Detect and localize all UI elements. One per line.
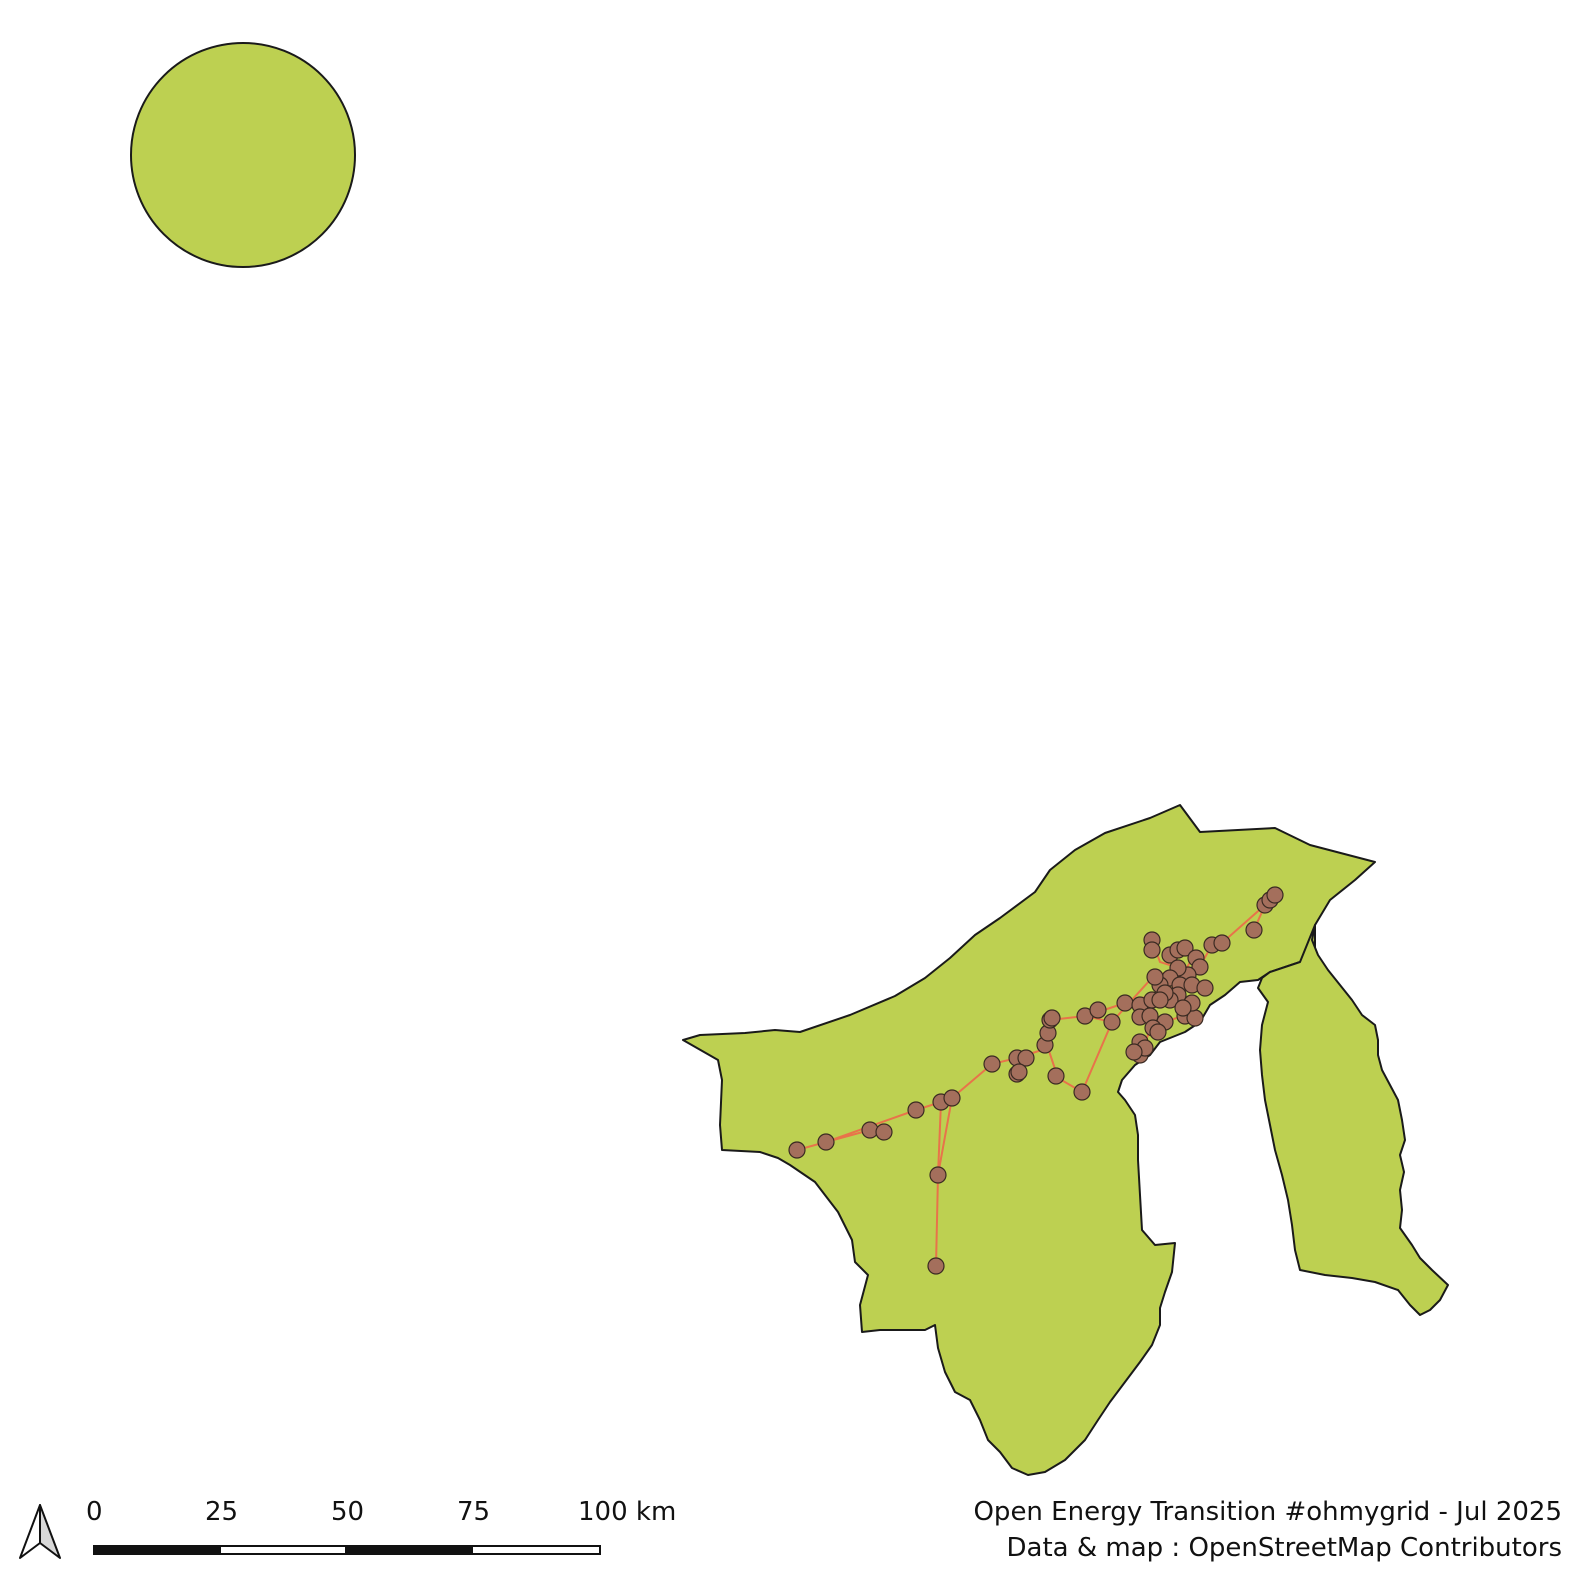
scale-segment-3 — [345, 1545, 473, 1555]
scale-label-75: 75 — [457, 1497, 491, 1527]
substation-marker[interactable] — [1017, 1049, 1035, 1067]
inset-locator-circle — [130, 42, 356, 268]
substation-marker[interactable] — [1266, 886, 1284, 904]
substation-marker[interactable] — [1245, 921, 1263, 939]
region-east-polygon — [1257, 924, 1449, 1316]
substation-marker[interactable] — [875, 1123, 893, 1141]
substation-marker[interactable] — [1103, 1013, 1121, 1031]
credit-line-1: Open Energy Transition #ohmygrid - Jul 2… — [973, 1497, 1562, 1527]
credit-line-2: Data & map : OpenStreetMap Contributors — [1006, 1533, 1562, 1563]
scale-label-50: 50 — [331, 1497, 365, 1527]
power-line — [937, 1097, 953, 1176]
substation-marker[interactable] — [1191, 958, 1209, 976]
substation-marker[interactable] — [1143, 941, 1161, 959]
power-line — [1047, 1021, 1113, 1094]
scale-label-100-km: 100 km — [578, 1497, 677, 1527]
substation-marker[interactable] — [1151, 991, 1169, 1009]
substation-marker[interactable] — [1043, 1009, 1061, 1027]
substation-marker[interactable] — [1125, 1043, 1143, 1061]
substation-marker[interactable] — [1174, 999, 1192, 1017]
scale-label-25: 25 — [205, 1497, 239, 1527]
substations-layer — [788, 886, 1284, 1275]
substation-marker[interactable] — [861, 1121, 879, 1139]
substation-marker[interactable] — [1116, 994, 1134, 1012]
substation-marker[interactable] — [1010, 1063, 1028, 1081]
substation-marker[interactable] — [1149, 1023, 1167, 1041]
substation-marker[interactable] — [907, 1101, 925, 1119]
substation-marker[interactable] — [1176, 939, 1194, 957]
substation-marker[interactable] — [788, 1141, 806, 1159]
north-arrow-icon — [19, 1504, 61, 1559]
substation-marker[interactable] — [1089, 1001, 1107, 1019]
substation-marker[interactable] — [1146, 968, 1164, 986]
substation-marker[interactable] — [1213, 934, 1231, 952]
substation-marker[interactable] — [1196, 979, 1214, 997]
scale-bar — [93, 1545, 601, 1555]
substation-marker[interactable] — [817, 1133, 835, 1151]
substation-marker[interactable] — [943, 1089, 961, 1107]
scale-segment-4 — [471, 1545, 601, 1555]
substation-marker[interactable] — [1047, 1067, 1065, 1085]
scale-segment-1 — [93, 1545, 221, 1555]
substation-marker[interactable] — [983, 1055, 1001, 1073]
substation-marker[interactable] — [927, 1257, 945, 1275]
substation-marker[interactable] — [1073, 1083, 1091, 1101]
substation-marker[interactable] — [929, 1166, 947, 1184]
scale-segment-2 — [219, 1545, 347, 1555]
scale-label-0: 0 — [86, 1497, 103, 1527]
